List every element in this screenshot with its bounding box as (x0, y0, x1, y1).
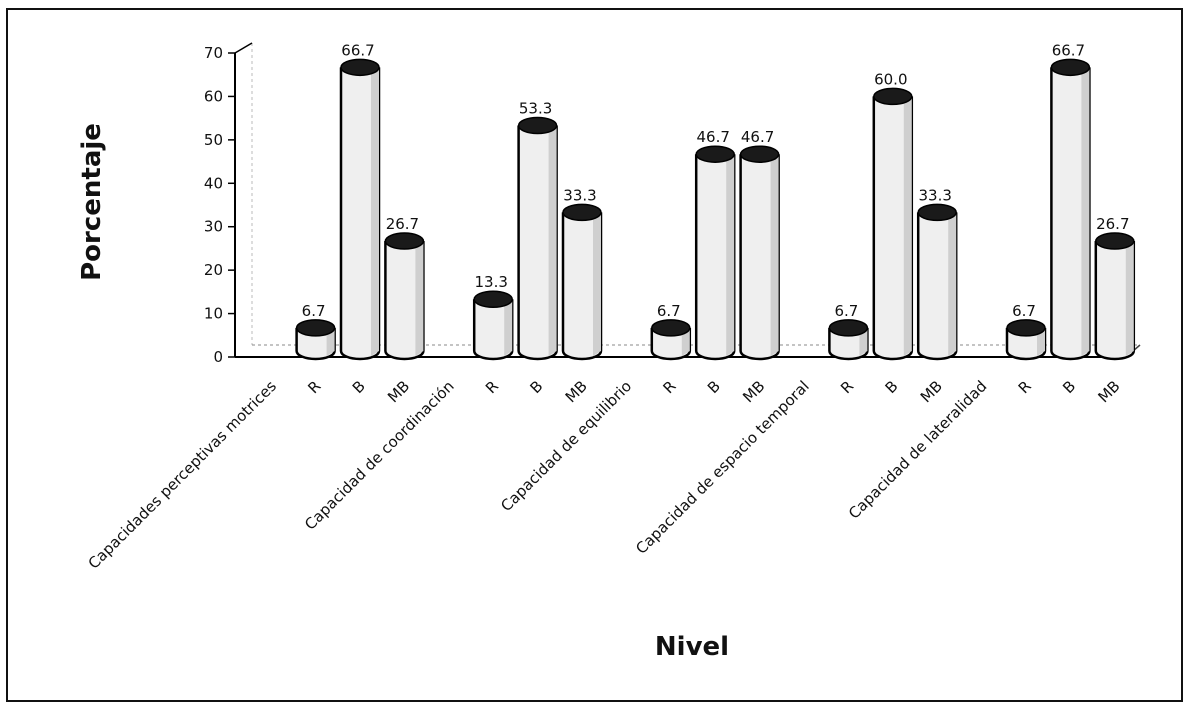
bar (561, 212, 603, 361)
bar (828, 327, 869, 361)
y-tick-label: 50 (204, 131, 223, 149)
category-label: MB (384, 377, 413, 406)
bar-shade (726, 154, 735, 356)
bar-top (340, 58, 380, 77)
category-label: MB (562, 377, 591, 406)
group-label: Capacidad de espacio temporal (632, 377, 813, 558)
x-axis-title: Nivel (655, 632, 729, 662)
y-axis-top-edge (234, 42, 253, 54)
data-label: 13.3 (474, 273, 507, 291)
bar-shade (770, 154, 779, 356)
y-tick-label: 30 (204, 218, 223, 236)
category-label: R (482, 377, 502, 397)
category-label: B (526, 377, 546, 397)
bar-top (651, 319, 691, 337)
bar-top (1095, 232, 1135, 250)
data-label: 6.7 (657, 302, 681, 320)
y-tick-label: 10 (204, 305, 223, 323)
bar-shade (371, 67, 379, 357)
data-label: 6.7 (834, 302, 858, 320)
bar-top (873, 87, 913, 106)
data-label: 33.3 (563, 186, 596, 204)
category-label: MB (1094, 377, 1123, 406)
category-label: B (349, 377, 369, 397)
y-tick-label: 0 (213, 348, 223, 366)
bar (916, 212, 958, 361)
bar-shade (1081, 67, 1090, 357)
category-label: R (660, 377, 680, 397)
bar-shade (1125, 241, 1134, 356)
bar (517, 125, 558, 361)
bar-top (384, 232, 425, 250)
bar-top (1006, 319, 1046, 337)
bar (1050, 67, 1091, 361)
bar-top (295, 319, 336, 337)
category-label: MB (917, 377, 946, 406)
category-label: B (1059, 377, 1079, 397)
bar-top (517, 116, 558, 135)
bar (384, 241, 425, 361)
data-label: 46.7 (696, 128, 729, 146)
category-label: R (304, 377, 324, 397)
y-axis-title: Porcentaje (77, 123, 107, 281)
category-label: MB (739, 377, 768, 406)
data-label: 33.3 (918, 186, 951, 204)
bar-top (695, 145, 735, 163)
bar (1094, 241, 1136, 361)
category-label: R (1015, 377, 1035, 397)
y-tick-label: 40 (204, 174, 223, 192)
bar-top (1050, 58, 1091, 77)
group-label: Capacidad de coordinación (301, 377, 457, 533)
bar (1005, 327, 1047, 361)
bar-shade (903, 96, 912, 356)
bar (339, 67, 381, 361)
bar-top (828, 319, 869, 337)
y-tick-label: 20 (204, 261, 223, 279)
data-label: 53.3 (519, 100, 552, 118)
data-label: 6.7 (302, 302, 326, 320)
bar-shade (415, 241, 424, 356)
bar (295, 327, 336, 361)
bar-shade (859, 327, 868, 356)
data-label: 66.7 (341, 41, 374, 59)
category-label: B (704, 377, 724, 397)
bar (872, 96, 914, 361)
data-label: 26.7 (386, 215, 419, 233)
data-label: 6.7 (1012, 302, 1036, 320)
bar-top (473, 290, 513, 308)
y-tick-label: 60 (204, 87, 223, 105)
bar-shade (548, 125, 557, 356)
bar-shade (593, 212, 601, 356)
data-label: 60.0 (874, 70, 907, 88)
bar-shade (504, 299, 513, 356)
data-label: 66.7 (1052, 41, 1085, 59)
bar-top (739, 145, 780, 163)
bar-top (917, 203, 957, 222)
data-label: 26.7 (1096, 215, 1129, 233)
y-tick-label: 70 (204, 44, 223, 62)
category-label: R (837, 377, 857, 397)
bar (694, 154, 736, 361)
group-label: Capacidad de lateralidad (845, 377, 990, 522)
bar-shade (1037, 327, 1045, 356)
bar (739, 154, 780, 361)
bar-shade (326, 327, 335, 356)
bar-shade (948, 212, 957, 356)
bar-shade (681, 327, 690, 356)
data-label: 46.7 (741, 128, 774, 146)
group-label: Capacidades perceptivas motrices (85, 377, 281, 573)
bar (650, 327, 692, 361)
bar (472, 299, 514, 361)
category-label: B (882, 377, 902, 397)
bar-top (562, 203, 602, 222)
